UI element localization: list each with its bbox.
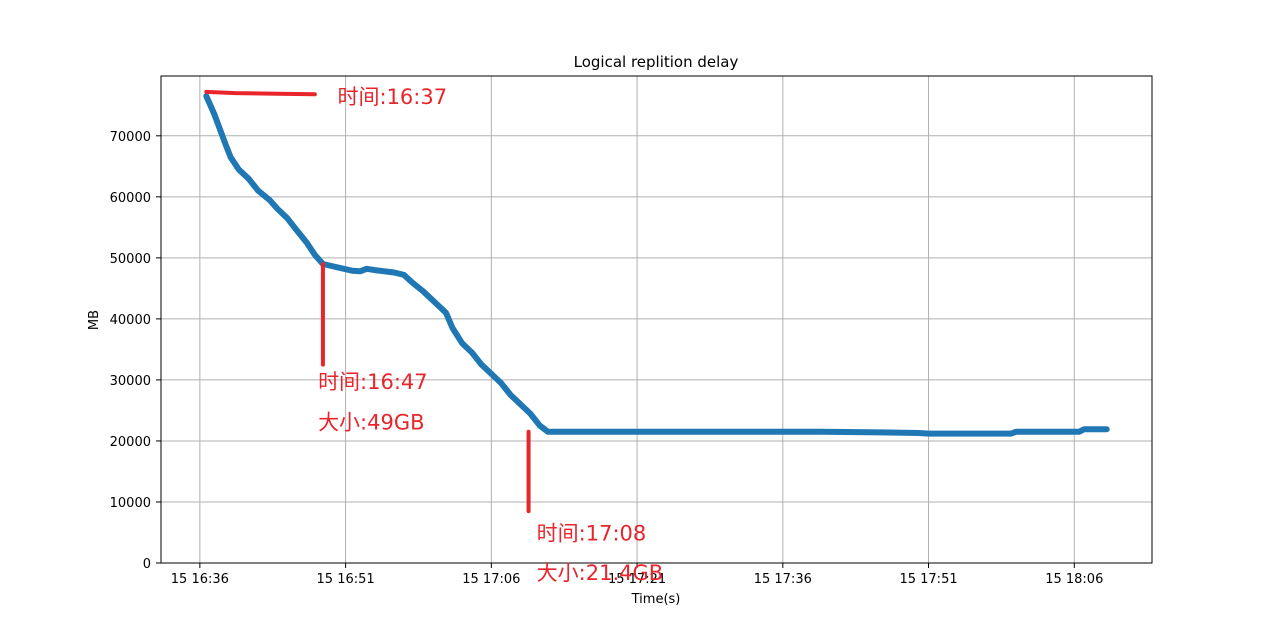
axes: 15 16:36 15 16:51 15 17:06 15 17:21 15 17:36… [110,130,1104,587]
plot-frame [160,75,1153,564]
annotation-label: 大小:21.4GB [537,561,664,585]
y-axis-title: MB [87,310,102,330]
y-tick-label: 40000 [110,313,151,328]
x-tick-label: 15 18:06 [1045,572,1103,587]
y-tick-label: 20000 [110,435,151,450]
x-tick-label: 15 16:36 [171,572,229,587]
y-tick-label: 0 [143,557,151,572]
y-tick-label: 30000 [110,374,151,389]
chart-title: Logical replition delay [574,53,739,71]
y-tick-label: 60000 [110,191,151,206]
annotation-label: 时间:16:37 [338,85,448,109]
annotation-label: 大小:49GB [318,410,424,434]
x-axis-title: Time(s) [631,592,681,607]
annotation-label: 时间:17:08 [537,521,647,545]
delay-series-line [203,93,1110,437]
y-tick-label: 10000 [110,496,151,511]
x-tick-label: 15 16:51 [317,572,375,587]
annotation-label: 时间:16:47 [318,370,428,394]
x-tick-label: 15 17:21 [608,572,666,587]
x-tick-label: 15 17:51 [899,572,957,587]
y-tick-label: 70000 [110,130,151,145]
y-tick-label: 50000 [110,252,151,267]
x-tick-label: 15 17:36 [754,572,812,587]
plot-area [203,89,1110,437]
annotations: 时间:16:37 时间:16:47 大小:49GB 时间:17:08 大小:21.4GB [318,85,663,585]
x-tick-label: 15 17:06 [462,572,520,587]
start-marker-line [204,89,317,97]
